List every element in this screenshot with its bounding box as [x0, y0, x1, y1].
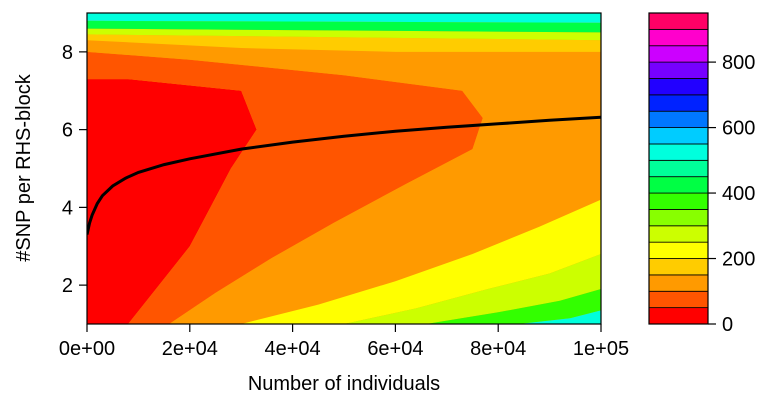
colorbar-tick-label: 0 [722, 314, 733, 336]
x-tick-label: 4e+04 [265, 338, 321, 360]
contour-region [87, 20, 601, 33]
curve-line [87, 115, 601, 235]
contour-region [426, 289, 601, 324]
y-tick-label: 2 [62, 275, 73, 297]
colorbar-tick-label: 200 [722, 249, 755, 271]
x-tick-label: 8e+04 [470, 338, 526, 360]
y-tick-label: 6 [62, 120, 73, 142]
colorbar-level [648, 192, 709, 210]
colorbar-tick-label: 800 [722, 52, 755, 74]
colorbar-level [648, 78, 709, 96]
contour-regions [87, 13, 601, 324]
y-axis-label: #SNP per RHS-block [13, 73, 35, 261]
colorbar-level [648, 241, 709, 259]
colorbar: 0 200 400 600 800 [648, 12, 755, 336]
colorbar-level [648, 94, 709, 112]
colorbar-level [648, 110, 709, 128]
colorbar-level [648, 127, 709, 145]
contour-region [87, 51, 483, 324]
y-tick-label: 4 [62, 197, 73, 219]
x-tick-label: 2e+04 [162, 338, 218, 360]
contour-region [87, 28, 601, 41]
contour-region [87, 13, 601, 23]
colorbar-tick-label: 400 [722, 183, 755, 205]
contour-region [518, 310, 601, 324]
colorbar-level [648, 225, 709, 243]
colorbar-level [648, 258, 709, 276]
plot-area [87, 13, 601, 324]
x-tick-label: 6e+04 [367, 338, 423, 360]
contour-region [87, 40, 601, 324]
colorbar-level [648, 28, 709, 47]
plot-frame [86, 12, 602, 325]
colorbar-level [648, 143, 709, 161]
colorbar-level [648, 176, 709, 194]
x-axis: 0e+00 2e+04 4e+04 6e+04 8e+04 1e+05 [59, 324, 629, 360]
colorbar-level [648, 307, 709, 325]
x-tick-label: 0e+00 [59, 338, 115, 360]
x-tick-label: 1e+05 [573, 338, 629, 360]
colorbar-level [648, 159, 709, 178]
colorbar-tick-label: 600 [722, 118, 755, 140]
contour-region [87, 79, 257, 324]
colorbar-level [648, 12, 709, 30]
y-axis: 2 4 6 8 [62, 42, 87, 297]
colorbar-level [648, 290, 709, 309]
colorbar-level [648, 61, 709, 79]
contour-region [241, 199, 601, 324]
colorbar-level [648, 274, 709, 292]
y-tick-label: 8 [62, 42, 73, 64]
contour-region [87, 34, 601, 52]
colorbar-level [648, 209, 709, 227]
colorbar-level [648, 45, 709, 63]
x-axis-label: Number of individuals [248, 373, 440, 395]
contour-region [344, 254, 601, 324]
colorbar-frame [648, 12, 709, 325]
